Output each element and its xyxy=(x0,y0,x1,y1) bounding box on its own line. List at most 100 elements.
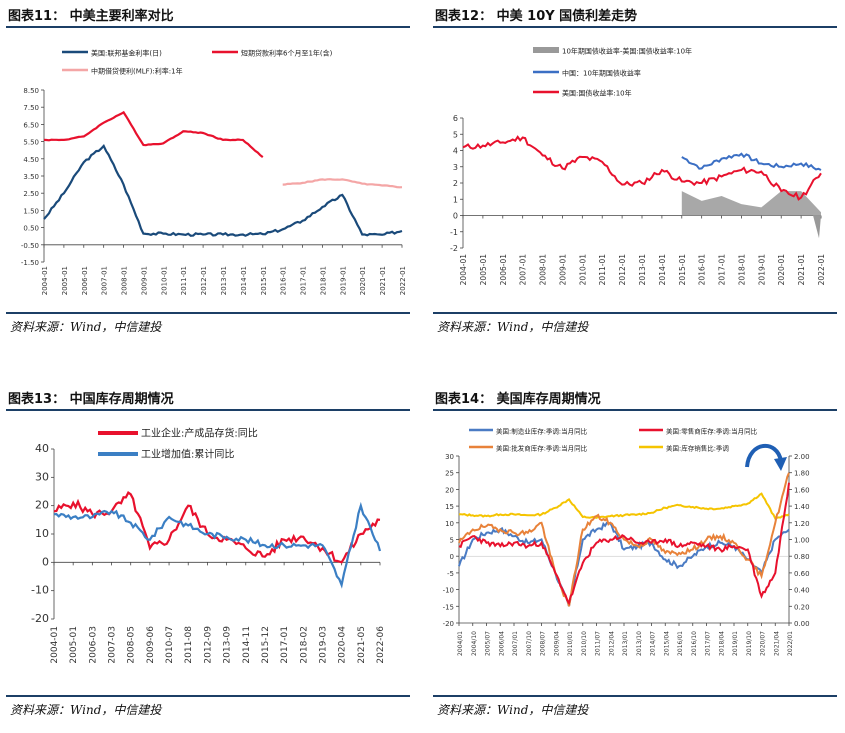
y-tick-label: 4 xyxy=(453,147,458,156)
y-tick-label: 0 xyxy=(450,553,454,561)
panel-chart-13: 图表13： 中国库存周期情况 40 30 20 10 0 -10 -20 2004-01 200… xyxy=(2,383,414,733)
x-tick-label: 2018-01 xyxy=(737,254,746,286)
x-tick-label: 2006-03 xyxy=(88,626,98,664)
x-tick-label: 2015-01 xyxy=(678,254,687,286)
x-tick-label: 2018-02 xyxy=(299,626,309,664)
series-line-retail xyxy=(458,482,790,606)
x-tick-label: 2006/04 xyxy=(498,631,505,656)
x-tick-label: 2004-01 xyxy=(50,626,60,664)
y-tick-label: 7.50 xyxy=(23,104,39,112)
x-tick-label: 2016/10 xyxy=(691,631,698,656)
x-tick-label: 2007-03 xyxy=(108,626,118,664)
y-tick-label: 15 xyxy=(445,503,454,511)
x-tick-label: 2019-01 xyxy=(757,254,766,286)
x-tick-label: 2008-01 xyxy=(121,266,129,295)
x-tick-label: 2007-01 xyxy=(101,266,109,295)
y-tick-label: 5.50 xyxy=(23,139,39,147)
x-tick-label: 2009-01 xyxy=(140,266,148,295)
x-tick-label: 2008-01 xyxy=(539,254,548,286)
right-tick-label: 0.00 xyxy=(794,620,810,628)
y-tick-label: 0 xyxy=(42,555,49,568)
y-tick-label: 30 xyxy=(445,453,454,461)
y-tick-label: 2 xyxy=(453,179,458,188)
legend-label: 美国:零售商库存:季调:当月同比 xyxy=(666,427,758,436)
annotation-arrowhead xyxy=(774,457,787,471)
y-tick-label: 3 xyxy=(453,163,458,172)
chart-title: 图表12： 中美 10Y 国债利差走势 xyxy=(435,9,638,24)
y-tick-label: 6 xyxy=(453,114,458,123)
x-tick-label: 2021-01 xyxy=(797,254,806,286)
source-rule xyxy=(6,312,410,314)
chart-title: 图表11： 中美主要利率对比 xyxy=(8,9,174,24)
x-tick-label: 2016-01 xyxy=(280,266,288,295)
x-tick-label: 2004-01 xyxy=(41,266,49,295)
x-tick-label: 2017-01 xyxy=(718,254,727,286)
y-tick-label: 25 xyxy=(445,470,454,478)
x-tick-label: 2005-01 xyxy=(479,254,488,286)
y-tick-label: -1 xyxy=(450,228,458,237)
x-tick-label: 2007/01 xyxy=(512,631,519,656)
source-rule xyxy=(433,695,837,697)
x-tick-label: 2005/07 xyxy=(485,631,492,656)
source-note: 资料来源：Wind，中信建投 xyxy=(437,703,589,717)
chart-title: 图表13： 中国库存周期情况 xyxy=(8,392,174,407)
title-rule xyxy=(6,409,410,411)
x-tick-label: 2013/10 xyxy=(636,631,643,656)
x-tick-label: 2017/07 xyxy=(705,631,712,656)
series-line-3 xyxy=(282,178,403,189)
x-tick-label: 2018/04 xyxy=(718,631,725,656)
x-tick-label: 2005-01 xyxy=(69,626,79,664)
y-tick-label: -10 xyxy=(443,587,454,595)
legend-label: 中国：10年期国债收益率 xyxy=(562,69,641,78)
y-tick-label: 5 xyxy=(453,130,458,139)
x-tick-label: 2021/04 xyxy=(773,631,780,656)
x-tick-label: 2010-07 xyxy=(165,626,175,664)
right-tick-label: 2.00 xyxy=(794,453,810,461)
x-tick-label: 2004/10 xyxy=(471,631,478,656)
y-tick-label: -10 xyxy=(31,584,49,597)
x-tick-label: 2015/04 xyxy=(663,631,670,656)
y-tick-label: 0.50 xyxy=(23,225,39,233)
x-tick-label: 2004/01 xyxy=(457,631,464,656)
y-tick-label: -5 xyxy=(447,570,454,578)
x-tick-label: 2014/07 xyxy=(650,631,657,656)
x-tick-label: 2011-08 xyxy=(184,626,194,664)
y-tick-label: 30 xyxy=(35,470,49,483)
legend-label: 美国:联邦基金利率(日) xyxy=(91,49,162,58)
y-tick-label: 10 xyxy=(35,527,49,540)
x-tick-label: 2017-01 xyxy=(280,626,290,664)
x-tick-label: 2009/04 xyxy=(553,631,560,656)
y-tick-label: -15 xyxy=(443,603,454,611)
x-tick-label: 2013-01 xyxy=(638,254,647,286)
series-line-1 xyxy=(43,143,403,237)
x-tick-label: 2022/01 xyxy=(787,631,794,656)
series-line-us xyxy=(462,135,822,201)
y-tick-label: 3.50 xyxy=(23,173,39,181)
legend-label: 美国:国债收益率:10年 xyxy=(562,89,632,98)
x-tick-label: 2019/01 xyxy=(732,631,739,656)
y-tick-label: 20 xyxy=(35,499,49,512)
x-tick-label: 2020-01 xyxy=(777,254,786,286)
x-tick-label: 2017-01 xyxy=(300,266,308,295)
right-tick-label: 1.00 xyxy=(794,537,810,545)
y-tick-label: 10 xyxy=(445,520,454,528)
x-tick-label: 2022-01 xyxy=(817,254,826,286)
x-tick-label: 2021-05 xyxy=(357,626,367,664)
source-note: 资料来源：Wind，中信建投 xyxy=(10,320,162,334)
x-tick-label: 2007-01 xyxy=(519,254,528,286)
y-tick-label: 1 xyxy=(453,195,458,204)
x-tick-label: 2014-11 xyxy=(242,626,252,664)
title-rule xyxy=(433,409,837,411)
y-tick-label: 40 xyxy=(35,442,49,455)
right-tick-label: 1.60 xyxy=(794,486,810,494)
x-tick-label: 2012/04 xyxy=(608,631,615,656)
legend-label: 美国:制造业库存:季调:当月同比 xyxy=(496,427,588,436)
x-tick-label: 2012-09 xyxy=(203,626,213,664)
x-tick-label: 2008/07 xyxy=(540,631,547,656)
y-tick-label: -0.50 xyxy=(21,242,39,250)
series-line-ratio xyxy=(458,492,790,520)
right-tick-label: 1.40 xyxy=(794,503,810,511)
